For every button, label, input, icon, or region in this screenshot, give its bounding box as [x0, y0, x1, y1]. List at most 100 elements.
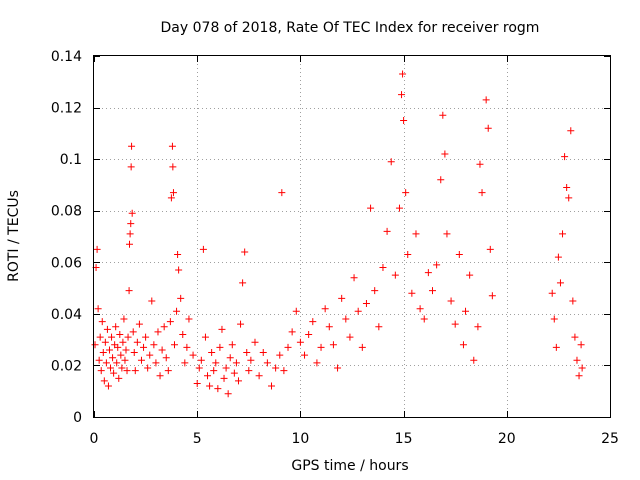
data-point: [208, 349, 216, 357]
data-point: [91, 341, 99, 349]
data-point: [110, 369, 118, 377]
data-point: [146, 351, 154, 359]
data-point: [99, 349, 107, 357]
data-point: [578, 364, 586, 372]
data-point: [272, 364, 280, 372]
data-point: [224, 390, 232, 398]
data-point: [428, 287, 436, 295]
data-point: [189, 351, 197, 359]
data-point: [561, 153, 569, 161]
data-point: [216, 343, 224, 351]
data-point: [404, 251, 412, 259]
data-point: [126, 240, 134, 248]
data-point: [177, 294, 185, 302]
y-tick-label: 0.06: [51, 255, 82, 271]
data-point: [150, 341, 158, 349]
data-point: [375, 323, 383, 331]
data-point: [462, 307, 470, 315]
data-point: [476, 160, 484, 168]
data-point: [174, 251, 182, 259]
y-tick-label: 0.14: [51, 49, 82, 65]
data-point: [482, 96, 490, 104]
data-point: [443, 230, 451, 238]
data-point: [113, 359, 121, 367]
data-point: [276, 351, 284, 359]
data-point: [130, 349, 138, 357]
y-tick-label: 0.04: [51, 307, 82, 323]
x-tick-label: 0: [90, 431, 99, 447]
data-point: [167, 194, 175, 202]
data-point: [96, 333, 104, 341]
data-point: [550, 315, 558, 323]
data-point: [437, 176, 445, 184]
data-point: [251, 338, 259, 346]
data-point: [334, 364, 342, 372]
data-point: [206, 382, 214, 390]
data-point: [420, 315, 428, 323]
data-point: [398, 91, 406, 99]
data-point: [346, 333, 354, 341]
data-point: [140, 343, 148, 351]
data-point: [234, 377, 242, 385]
data-point: [95, 356, 103, 364]
data-point: [371, 287, 379, 295]
data-point: [142, 333, 150, 341]
data-point: [183, 343, 191, 351]
data-point: [135, 320, 143, 328]
data-point: [259, 349, 267, 357]
data-point: [237, 320, 245, 328]
data-point: [342, 315, 350, 323]
data-point: [284, 343, 292, 351]
data-point: [93, 245, 101, 253]
data-point: [313, 359, 321, 367]
data-point: [109, 354, 117, 362]
data-point: [439, 111, 447, 119]
data-point: [127, 220, 135, 228]
data-point: [173, 307, 181, 315]
data-point: [486, 245, 494, 253]
data-point: [158, 346, 166, 354]
data-point: [128, 209, 136, 217]
data-point: [556, 279, 564, 287]
data-point: [154, 328, 162, 336]
data-point: [105, 346, 113, 354]
data-point: [424, 269, 432, 277]
x-tick-label: 15: [395, 431, 413, 447]
data-point: [128, 142, 136, 150]
data-point: [441, 150, 449, 158]
data-point: [567, 127, 575, 135]
data-point: [362, 300, 370, 308]
data-point: [116, 330, 124, 338]
x-tick-label: 5: [193, 431, 202, 447]
y-tick-label: 0.12: [51, 101, 82, 117]
data-point: [305, 330, 313, 338]
data-point: [97, 367, 105, 375]
data-point: [131, 367, 139, 375]
data-point: [228, 341, 236, 349]
data-point: [123, 367, 131, 375]
data-points: [91, 70, 586, 398]
data-point: [296, 338, 304, 346]
data-point: [204, 372, 212, 380]
data-point: [148, 297, 156, 305]
data-point: [317, 343, 325, 351]
data-point: [470, 356, 478, 364]
data-point: [239, 279, 247, 287]
data-point: [309, 318, 317, 326]
data-point: [118, 364, 126, 372]
data-point: [484, 124, 492, 132]
data-point: [402, 189, 410, 197]
data-point: [114, 343, 122, 351]
data-point: [164, 367, 172, 375]
data-point: [98, 318, 106, 326]
data-point: [412, 230, 420, 238]
data-point: [127, 163, 135, 171]
y-axis-label: ROTI / TECUs: [6, 190, 22, 282]
data-point: [488, 292, 496, 300]
data-point: [243, 349, 251, 357]
x-tick-label: 20: [498, 431, 516, 447]
data-point: [416, 305, 424, 313]
data-point: [565, 194, 573, 202]
data-point: [220, 374, 228, 382]
data-point: [575, 372, 583, 380]
